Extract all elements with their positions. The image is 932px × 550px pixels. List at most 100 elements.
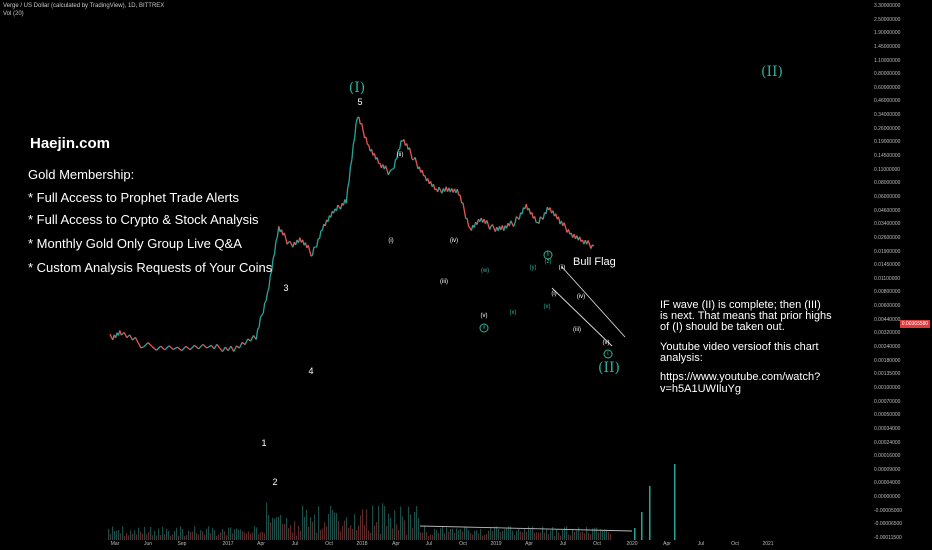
volume-bar [602,530,604,540]
price-segment [177,346,183,352]
price-tick-label: 0.00440000 [874,316,901,323]
volume-bar [180,526,182,540]
price-segment [213,344,218,350]
price-segment [351,144,354,160]
volume-bar [240,529,242,540]
price-segment [309,250,312,257]
volume-bar [526,531,528,540]
volume-bar [350,525,352,540]
volume-bar [124,535,126,540]
price-segment [410,153,413,160]
volume-bar [200,530,202,540]
price-segment [534,216,537,223]
volume-bar [496,526,498,540]
price-segment [366,143,370,146]
price-segment [271,258,274,272]
price-segment [385,165,388,171]
volume-bar [332,509,334,540]
volume-bar [358,525,360,540]
volume-bar [148,532,150,540]
price-segment [238,342,243,349]
time-tick-label: Jul [559,541,567,547]
volume-bar [402,516,404,540]
price-segment [349,159,353,167]
price-tick-label: 0.08000000 [874,180,901,187]
wave-label: (x) [509,310,517,316]
time-tick-label: Apr [663,541,671,547]
volume-bar [420,532,422,540]
time-tick-label: 2019 [490,541,502,547]
volume-bar [292,532,294,540]
volume-bar [126,532,128,540]
time-tick-label: Oct [593,541,601,547]
volume-bar [384,506,386,540]
volume-bar [352,528,354,540]
volume-bar [574,532,576,540]
volume-bar [502,530,504,540]
price-segment [354,122,357,138]
time-tick-label: Jul [291,541,299,547]
wave-label: (x) [543,304,551,310]
time-tick-label: Jun [143,541,153,547]
price-segment [129,334,134,341]
volume-bar [406,534,408,540]
volume-bar [372,505,374,540]
price-segment [362,130,366,138]
price-segment [528,208,532,215]
volume-bar [194,526,196,540]
volume-bar [538,532,540,540]
volume-bar [282,524,284,540]
price-tick-label: 0.00180000 [874,357,901,364]
volume-bar [468,530,470,540]
price-segment [368,144,371,152]
volume-bar [120,533,122,540]
volume-bar [236,528,238,540]
volume-bar [388,513,390,540]
volume-bar [260,532,262,540]
volume-bar [334,512,336,540]
volume-bar [480,529,482,540]
price-segment [418,166,422,173]
price-tick-label: 0.26000000 [874,125,901,132]
time-tick-label: Mar [110,541,120,547]
volume-bar [588,532,590,540]
volume-bar [454,532,456,540]
price-tick-label: 0.01450000 [874,262,901,269]
price-segment [286,241,290,245]
youtube-link[interactable]: https://www.youtube.com/watch?v=h5A1UWIl… [660,371,821,395]
volume-bar [110,533,112,540]
price-tick-label: 0.60000000 [874,84,901,91]
volume-bar [364,524,366,540]
volume-bar [512,530,514,540]
price-segment [345,188,349,204]
promo-line: * Full Access to Crypto & Stock Analysis [28,212,259,227]
time-tick-label: 2018 [356,541,368,547]
volume-bar [641,512,643,540]
volume-bar [264,533,266,540]
price-segment [337,204,340,208]
wave-label: (iii) [440,279,448,285]
volume-bar [336,513,338,540]
volume-bar [170,535,172,540]
volume-bar [558,532,560,540]
time-tick-label: Jul [425,541,433,547]
price-segment [365,136,368,145]
time-tick-label: Oct [325,541,333,547]
price-segment [219,347,224,353]
flag-lower-line [551,287,613,347]
volume-bar [360,515,362,540]
volume-bar [304,516,306,540]
price-segment [275,236,278,242]
wave-label: 3 [283,283,289,293]
volume-bar [218,534,220,540]
wave-label: (II) [761,64,783,80]
volume-bar [246,533,248,540]
price-segment [123,332,128,338]
volume-bar [568,534,570,540]
wave-label: 1 [261,438,267,448]
price-segment [318,230,322,239]
volume-bar [128,535,130,540]
volume-bar [442,526,444,540]
